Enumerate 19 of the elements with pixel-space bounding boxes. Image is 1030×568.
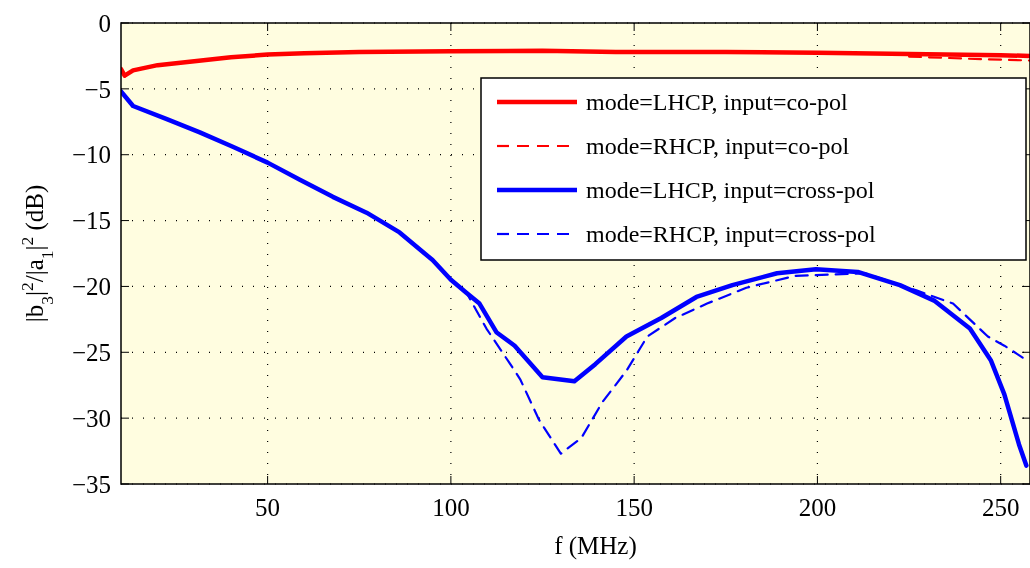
x-tick-label: 100 bbox=[432, 494, 470, 521]
y-tick-label: −25 bbox=[71, 339, 111, 367]
x-tick-label: 200 bbox=[798, 494, 837, 521]
legend-label: mode=RHCP, input=co-pol bbox=[586, 133, 850, 160]
x-tick-label: 250 bbox=[981, 494, 1020, 521]
y-tick-label: 0 bbox=[98, 9, 111, 37]
y-tick-label: −10 bbox=[71, 141, 111, 169]
x-tick-label: 50 bbox=[255, 494, 281, 521]
x-axis-title: f (MHz) bbox=[554, 532, 637, 560]
y-tick-label: −30 bbox=[71, 404, 111, 432]
legend-label: mode=LHCP, input=cross-pol bbox=[586, 177, 875, 204]
legend-label: mode=LHCP, input=co-pol bbox=[586, 89, 849, 116]
y-tick-label: −35 bbox=[71, 470, 111, 498]
line-series bbox=[121, 48, 1030, 78]
y-tick-label: −20 bbox=[71, 273, 111, 301]
legend-label: mode=RHCP, input=cross-pol bbox=[586, 221, 877, 248]
y-tick-label: −15 bbox=[71, 207, 111, 235]
y-tick-label: −5 bbox=[84, 75, 111, 103]
x-tick-label: 150 bbox=[615, 494, 653, 521]
